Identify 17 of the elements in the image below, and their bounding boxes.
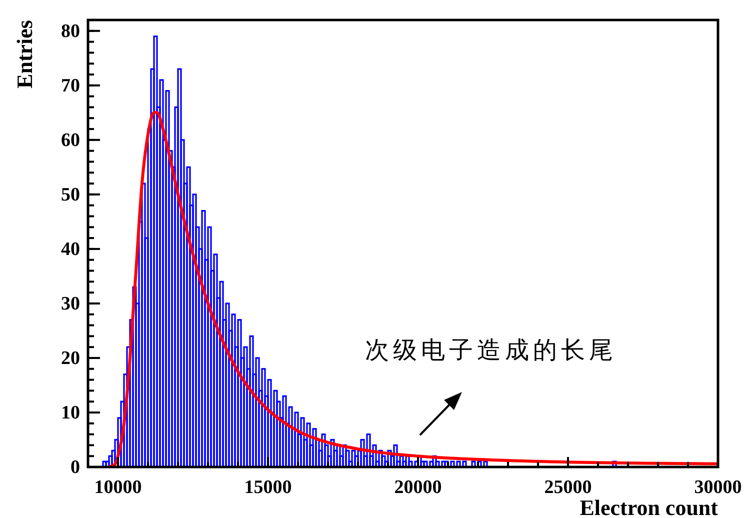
y-tick-label: 80 <box>61 20 80 42</box>
x-tick-label: 25000 <box>544 477 592 498</box>
y-axis-title: Entries <box>12 20 37 88</box>
x-tick-label: 20000 <box>394 477 442 498</box>
x-tick-label: 10000 <box>94 477 142 498</box>
x-tick-label: 15000 <box>244 477 292 498</box>
x-tick-label: 30000 <box>694 477 742 498</box>
y-tick-label: 50 <box>61 184 80 206</box>
y-tick-label: 60 <box>61 130 80 151</box>
y-tick-label: 40 <box>61 238 80 260</box>
y-tick-label: 0 <box>70 457 80 478</box>
annotation: 次级电子造成的长尾 <box>365 336 617 364</box>
x-axis-title: Electron count <box>580 495 719 518</box>
y-tick-label: 10 <box>61 402 80 424</box>
y-tick-label: 20 <box>61 348 80 369</box>
y-tick-label: 30 <box>61 293 80 314</box>
y-tick-label: 70 <box>61 75 80 96</box>
